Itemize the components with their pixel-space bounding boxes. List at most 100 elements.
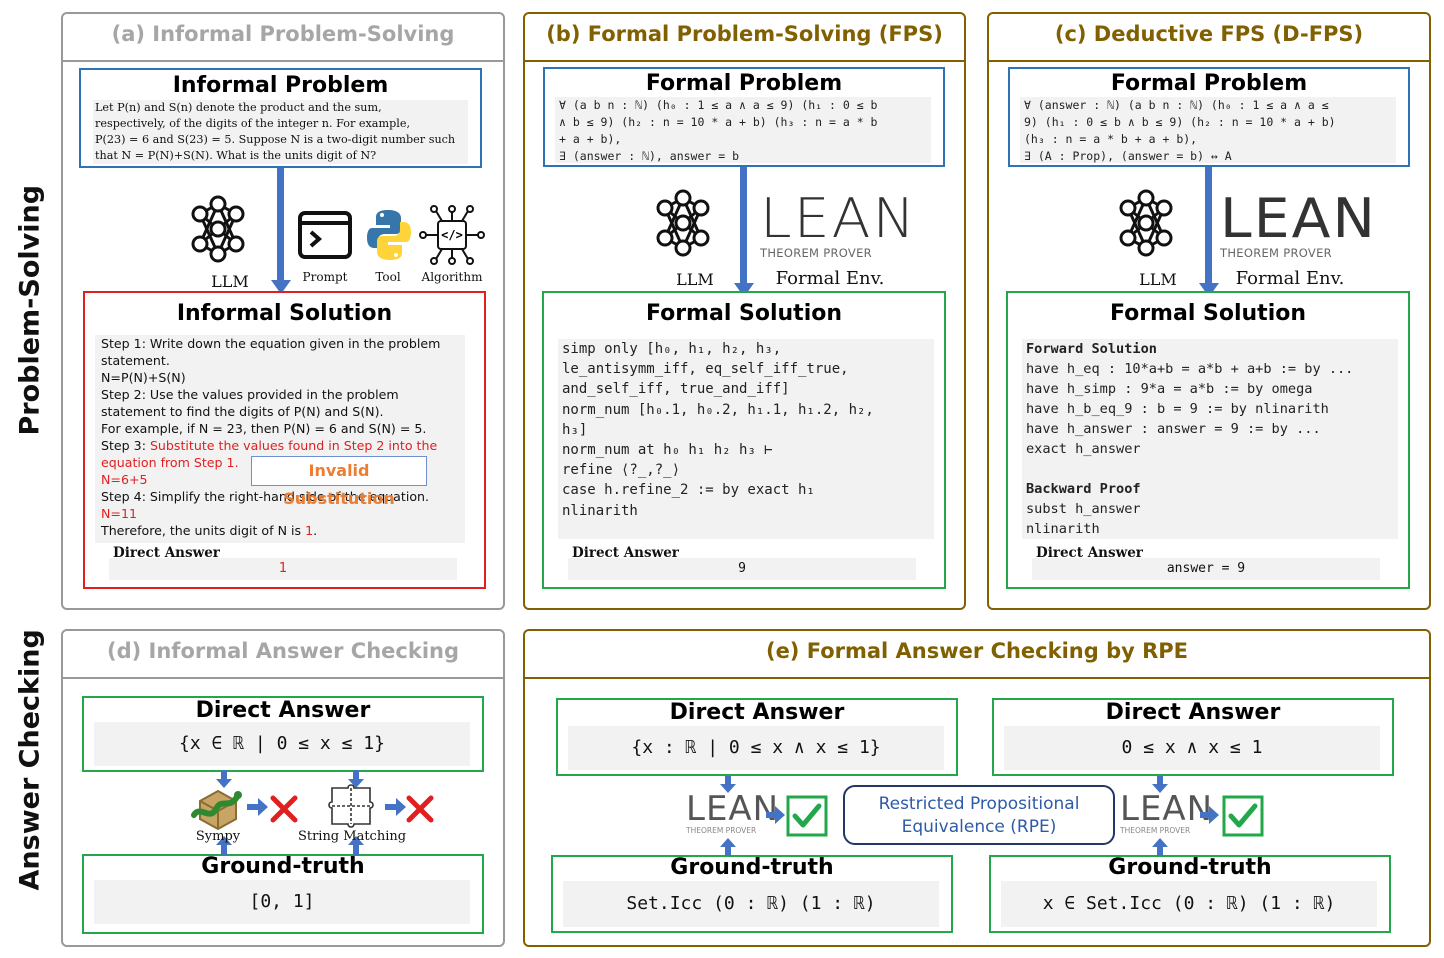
arrow-down-lean-right — [1152, 776, 1168, 793]
formal-ground-truth-value-left: Set.Icc (0 : ℝ) (1 : ℝ) — [563, 881, 939, 927]
check-icon-right — [1222, 795, 1264, 837]
informal-solution-steps: Step 1: Write down the equation given in… — [95, 335, 465, 543]
cross-icon-string — [406, 795, 434, 823]
formal-direct-answer-title-right: Direct Answer — [1105, 700, 1281, 725]
code-line: simp only [h₀, h₁, h₂, h₃, — [562, 341, 782, 357]
panel-d-informal-answer-checking: (d) Informal Answer Checking — [61, 629, 505, 947]
informal-direct-answer-title: Direct Answer — [195, 698, 371, 723]
arrow-right-lean-right — [1200, 806, 1219, 824]
solution-line: equation from Step 1. — [101, 455, 239, 470]
formal-direct-answer-title-left: Direct Answer — [669, 700, 845, 725]
tool-label: Tool — [375, 270, 401, 284]
backward-proof-heading: Backward Proof — [1026, 481, 1141, 497]
panel-c-title: (c) Deductive FPS (D-FPS) — [1054, 22, 1364, 46]
code-line: norm_num [h₀.1, h₀.2, h₁.1, h₁.2, h₂, — [562, 401, 874, 418]
llm-network-icon-c — [1119, 189, 1173, 257]
rpe-line-1: Restricted Propositional — [878, 794, 1080, 814]
informal-problem-title: Informal Problem — [172, 73, 389, 98]
solution-line: For example, if N = 23, then P(N) = 6 an… — [101, 421, 427, 436]
formal-problem-title-c: Formal Problem — [1110, 71, 1308, 96]
panel-e-formal-answer-checking: (e) Formal Answer Checking by RPE — [523, 629, 1431, 947]
llm-label-c: LLM — [1139, 270, 1177, 289]
direct-answer-label-a: Direct Answer — [113, 545, 220, 561]
formal-problem-box-c: Formal Problem ∀ (answer : ℕ) (a b n : ℕ… — [1008, 67, 1410, 167]
informal-ground-truth-title: Ground-truth — [201, 854, 365, 879]
code-line: case h.refine_2 := by exact h₁ — [562, 482, 815, 499]
llm-label-b: LLM — [676, 270, 714, 289]
formal-direct-answer-value-right: 0 ≤ x ∧ x ≤ 1 — [1004, 726, 1380, 770]
formal-ground-truth-title-left: Ground-truth — [670, 855, 834, 880]
problem-line: that N = P(N)+S(N). What is the units di… — [95, 149, 377, 162]
informal-solution-title: Informal Solution — [176, 301, 393, 326]
formal-problem-code-c: ∀ (answer : ℕ) (a b n : ℕ) (h₀ : 1 ≤ a ∧… — [1020, 97, 1396, 163]
code-line: subst h_answer — [1026, 501, 1141, 517]
arrow-up-sympy — [216, 836, 232, 856]
formal-solution-box-b: Formal Solution simp only [h₀, h₁, h₂, h… — [542, 291, 946, 589]
formal-ground-truth-value-right: x ∈ Set.Icc (0 : ℝ) (1 : ℝ) — [1001, 881, 1377, 927]
lean-logo-right: LEAN THEOREM PROVER — [1120, 789, 1214, 835]
llm-network-icon-b — [656, 189, 710, 257]
code-line: ∀ (answer : ℕ) (a b n : ℕ) (h₀ : 1 ≤ a ∧… — [1024, 98, 1329, 112]
formal-solution-code-b: simp only [h₀, h₁, h₂, h₃, le_antisymm_if… — [558, 339, 934, 539]
code-line: h₃] — [562, 421, 588, 438]
lean-logo-c: LEAN THEOREM PROVER — [1220, 187, 1378, 261]
panel-a-title: (a) Informal Problem-Solving — [111, 22, 455, 46]
cross-icon-sympy — [270, 795, 298, 823]
formal-problem-code-b: ∀ (a b n : ℕ) (h₀ : 1 ≤ a ∧ a ≤ 9) (h₁ :… — [555, 97, 931, 163]
code-line: ∧ b ≤ 9) (h₂ : n = 10 * a + b) (h₃ : n =… — [559, 115, 878, 129]
solution-line: N=P(N)+S(N) — [101, 370, 186, 385]
code-line: have h_b_eq_9 : b = 9 := by nlinarith — [1026, 401, 1329, 417]
arrow-head-b — [734, 283, 754, 297]
code-line: have h_eq : 10*a+b = a*b + a+b := by ... — [1026, 361, 1354, 377]
formal-ground-truth-title-right: Ground-truth — [1108, 855, 1272, 880]
arrow-head-a — [271, 280, 291, 294]
informal-solution-box: Informal Solution Step 1: Write down the… — [83, 291, 486, 589]
code-line: (h₃ : n = a * b + a + b), — [1024, 132, 1198, 146]
direct-answer-label-b: Direct Answer — [572, 545, 679, 561]
formal-ground-truth-box-left: Ground-truth Set.Icc (0 : ℝ) (1 : ℝ) — [551, 855, 953, 933]
code-line: refine ⟨?_,?_⟩ — [562, 462, 681, 479]
code-line: ∃ (answer : ℕ), answer = b — [559, 149, 740, 163]
solution-line: Therefore, the units digit of N is 1. — [101, 523, 318, 538]
flow-arrow-a — [277, 168, 284, 284]
formal-ground-truth-box-right: Ground-truth x ∈ Set.Icc (0 : ℝ) (1 : ℝ) — [989, 855, 1391, 933]
lean-logo-b: LEAN THEOREM PROVER — [760, 187, 918, 261]
formal-env-label-b: Formal Env. — [775, 268, 885, 289]
formal-solution-code-c: Forward Solution have h_eq : 10*a+b = a*… — [1022, 339, 1398, 539]
check-icon-left — [786, 795, 828, 837]
panel-b-formal-problem-solving: (b) Formal Problem-Solving (FPS) — [523, 12, 966, 610]
formal-solution-box-c: Formal Solution Forward Solution have h_… — [1006, 291, 1410, 589]
code-line: le_antisymm_iff, eq_self_iff_true, — [562, 361, 849, 378]
direct-answer-label-c: Direct Answer — [1036, 545, 1143, 561]
code-line: norm_num at h₀ h₁ h₂ h₃ ⊢ — [562, 442, 773, 459]
flow-arrow-b — [740, 167, 747, 287]
problem-line: P(23) = 6 and S(23) = 5. Suppose N is a … — [95, 133, 456, 146]
code-line: and_self_iff, true_and_iff] — [562, 381, 790, 398]
solution-line: Step 1: Write down the equation given in… — [101, 336, 441, 351]
panel-e-title: (e) Formal Answer Checking by RPE — [765, 639, 1189, 663]
prompt-terminal-icon — [298, 211, 352, 259]
solution-line: statement to find the digits of P(N) and… — [101, 404, 384, 419]
sympy-label: Sympy — [195, 829, 241, 844]
formal-problem-title-b: Formal Problem — [645, 71, 843, 96]
informal-ground-truth-value: [0, 1] — [94, 880, 470, 924]
sympy-snake-icon — [191, 789, 242, 831]
code-line: have h_simp : 9*a = a*b := by omega — [1026, 381, 1313, 397]
prompt-label: Prompt — [302, 270, 348, 284]
formal-env-label-c: Formal Env. — [1235, 268, 1345, 289]
formal-problem-box-b: Formal Problem ∀ (a b n : ℕ) (h₀ : 1 ≤ a… — [543, 67, 945, 167]
code-line: ∃ (A : Prop), (answer = b) ↔ A — [1024, 149, 1232, 163]
side-label-answer-checking: Answer Checking — [14, 629, 46, 891]
panel-c-deductive-fps: (c) Deductive FPS (D-FPS) — [987, 12, 1431, 610]
llm-label-a: LLM — [211, 272, 249, 291]
informal-direct-answer-box: Direct Answer {x ∈ ℝ | 0 ≤ x ≤ 1} — [82, 696, 484, 772]
code-line: nlinarith — [562, 502, 638, 519]
arrow-right-string — [385, 798, 406, 816]
code-line: have h_answer : answer = 9 := by ... — [1026, 421, 1321, 437]
rpe-box: Restricted Propositional Equivalence (RP… — [843, 785, 1115, 845]
informal-problem-box: Informal Problem Let P(n) and S(n) denot… — [79, 68, 482, 168]
svg-text:</>: </> — [441, 228, 463, 242]
code-line: nlinarith — [1026, 521, 1100, 537]
forward-solution-heading: Forward Solution — [1026, 341, 1157, 357]
solution-line: Step 2: Use the values provided in the p… — [101, 387, 399, 402]
